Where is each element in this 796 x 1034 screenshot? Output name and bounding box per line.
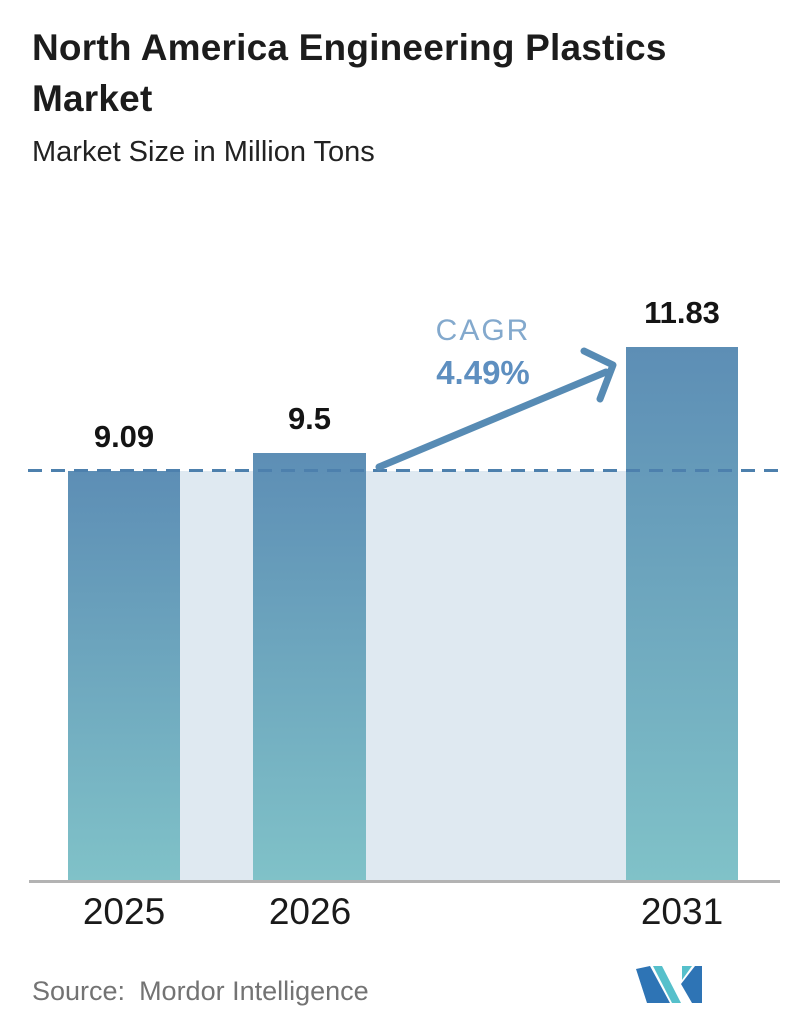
- chart-title: North America Engineering Plastics Marke…: [32, 27, 667, 120]
- logo-right-wedge: [682, 966, 692, 980]
- bar-value-label: 9.09: [93, 419, 155, 454]
- x-axis-label-2031: 2031: [640, 891, 724, 932]
- x-axis-label-2026: 2026: [268, 891, 352, 932]
- x-axis-label-2025: 2025: [82, 891, 166, 932]
- cagr-value: 4.49%: [436, 354, 530, 391]
- x-axis-line: [29, 880, 780, 883]
- arrow-head: [580, 347, 617, 403]
- bar-2026: 9.5: [253, 401, 366, 882]
- chart-subtitle: Market Size in Million Tons: [32, 136, 375, 168]
- bar-rect: [253, 453, 366, 882]
- reference-dashed-line: [28, 469, 780, 472]
- bar-rect: [626, 347, 738, 882]
- logo-right-stroke: [681, 966, 702, 1003]
- mordor-intelligence-logo: [636, 966, 702, 1003]
- bar-2025: 9.09: [68, 419, 180, 882]
- source-name: Mordor Intelligence: [139, 976, 369, 1006]
- bar-rect: [68, 471, 180, 882]
- bar-value-label: 9.5: [287, 401, 332, 436]
- bar-value-label: 11.83: [644, 295, 720, 330]
- bar-2031: 11.83: [626, 295, 738, 882]
- logo-middle-stroke: [653, 966, 681, 1003]
- source-label: Source:: [32, 976, 126, 1006]
- cagr-annotation: CAGR 4.49%: [408, 314, 558, 392]
- logo-left-stroke: [636, 966, 670, 1003]
- source-line: Source: Mordor Intelligence: [32, 976, 369, 1007]
- cagr-label: CAGR: [435, 314, 531, 347]
